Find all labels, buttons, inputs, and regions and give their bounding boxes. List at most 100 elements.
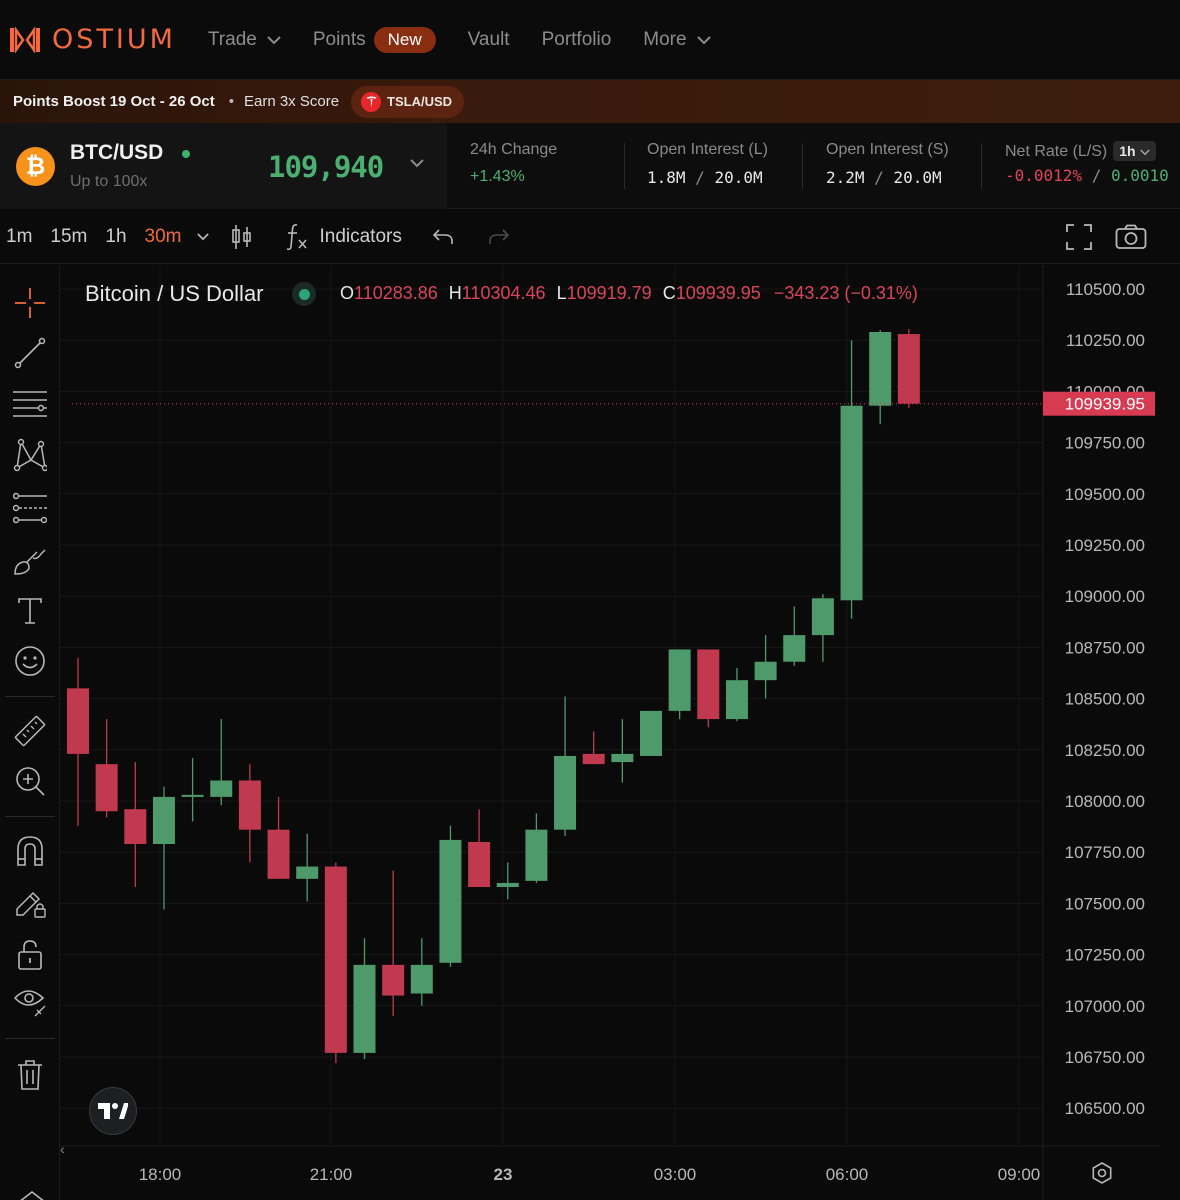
chevron-down-icon	[696, 32, 711, 48]
candle-body[interactable]	[324, 866, 347, 1053]
chevron-left-icon[interactable]: ‹	[60, 1141, 65, 1157]
fib-retracement-icon[interactable]	[12, 490, 48, 526]
candlestick-type-icon[interactable]	[231, 224, 253, 250]
nav-vault[interactable]: Vault	[468, 29, 510, 51]
trend-line-icon[interactable]	[12, 335, 48, 371]
candle-body[interactable]	[783, 635, 806, 662]
candle-body[interactable]	[152, 796, 175, 845]
timeframe-1m[interactable]: 1m	[6, 225, 33, 247]
ruler-icon[interactable]	[12, 713, 48, 749]
candle-body[interactable]	[210, 780, 233, 797]
emoji-icon[interactable]	[12, 643, 48, 679]
stat-value: +1.43%	[470, 168, 525, 185]
chevron-down-icon	[267, 32, 281, 48]
candle-body[interactable]	[525, 829, 548, 881]
divider	[981, 143, 982, 189]
candle-body[interactable]	[897, 334, 920, 404]
promo-pill-label: TSLA/USD	[387, 94, 453, 109]
brush-icon[interactable]	[12, 543, 48, 579]
crosshair-icon[interactable]	[12, 285, 48, 321]
nav-points[interactable]: Points New	[312, 26, 436, 53]
nav-more[interactable]: More	[643, 29, 711, 51]
timeframe-15m[interactable]: 15m	[50, 225, 88, 247]
oi-short-used: 2.2M	[826, 168, 865, 187]
candle-body[interactable]	[468, 841, 491, 888]
stat-net-rate: Net Rate (L/S) 1h -0.0012% / 0.0010	[1005, 141, 1180, 185]
candle-body[interactable]	[67, 688, 89, 754]
brand-logo[interactable]: OSTIUM	[10, 24, 176, 55]
candle-body[interactable]	[181, 794, 204, 797]
undo-icon[interactable]	[432, 228, 454, 245]
candle-body[interactable]	[611, 753, 634, 763]
oi-long-used: 1.8M	[647, 168, 686, 187]
tradingview-logo-icon[interactable]	[89, 1087, 137, 1135]
open-key: O	[340, 283, 355, 303]
y-tick-label: 106750.00	[1065, 1048, 1145, 1067]
change-value: −343.23 (−0.31%)	[773, 283, 918, 303]
candle-body[interactable]	[296, 866, 319, 879]
x-tick-label: 21:00	[310, 1165, 353, 1184]
fullscreen-icon[interactable]	[1066, 223, 1092, 250]
lock-drawing-icon[interactable]	[12, 884, 48, 920]
market-header: ₿ BTC/USD Up to 100x 109,940 24h Change …	[0, 123, 1180, 209]
magnet-icon[interactable]	[12, 833, 48, 869]
stat-value: 2.2M / 20.0M	[826, 168, 942, 187]
candle-body[interactable]	[439, 839, 462, 963]
timeframe-dropdown-chevron-icon[interactable]	[197, 232, 210, 241]
candle-body[interactable]	[668, 649, 691, 711]
timeframe-1h[interactable]: 1h	[105, 225, 127, 247]
candle-body[interactable]	[95, 764, 118, 812]
rate-period-select[interactable]: 1h	[1113, 141, 1156, 161]
collapse-toolbar-icon[interactable]	[14, 1180, 50, 1200]
chart-settings-gear-icon[interactable]	[1090, 1161, 1114, 1190]
candle-body[interactable]	[582, 753, 605, 765]
unlock-icon[interactable]	[12, 937, 48, 973]
horizontal-lines-icon[interactable]	[12, 386, 48, 422]
candle-body[interactable]	[697, 649, 720, 720]
promo-market-pill[interactable]: TSLA/USD	[351, 85, 465, 118]
candle-body[interactable]	[811, 598, 834, 636]
candle-body[interactable]	[410, 964, 433, 994]
text-tool-icon[interactable]	[12, 593, 48, 629]
candle-body[interactable]	[554, 755, 577, 830]
candle-body[interactable]	[725, 680, 748, 720]
candle-body[interactable]	[382, 964, 405, 996]
tesla-icon	[361, 91, 382, 112]
candle-body[interactable]	[840, 405, 863, 601]
function-fx-icon[interactable]	[285, 223, 309, 251]
candle-body[interactable]	[640, 710, 662, 756]
current-price: 109,940	[268, 150, 384, 184]
camera-snapshot-icon[interactable]	[1115, 224, 1147, 250]
candle-body[interactable]	[353, 964, 376, 1053]
y-tick-label: 106500.00	[1065, 1099, 1145, 1118]
candle-body[interactable]	[869, 332, 892, 406]
eye-visibility-icon[interactable]	[12, 985, 48, 1021]
nav-points-label: Points	[312, 28, 366, 50]
candle-body[interactable]	[496, 882, 519, 888]
y-tick-label: 108750.00	[1065, 638, 1145, 657]
candlestick-chart[interactable]: 110500.00110250.00110000.00109750.001095…	[60, 265, 1180, 1200]
zoom-in-icon[interactable]	[12, 763, 48, 799]
timeframe-30m[interactable]: 30m	[144, 225, 182, 247]
rate-short: 0.0010	[1110, 166, 1169, 185]
nav-trade[interactable]: Trade	[208, 29, 281, 51]
candle-body[interactable]	[124, 809, 147, 845]
candle-body[interactable]	[754, 661, 777, 681]
y-tick-label: 109250.00	[1065, 536, 1145, 555]
y-tick-label: 107000.00	[1065, 997, 1145, 1016]
market-status-icon	[292, 282, 316, 306]
y-tick-label: 109750.00	[1065, 434, 1145, 453]
price-chart[interactable]: 110500.00110250.00110000.00109750.001095…	[60, 265, 1180, 1200]
x-tick-label: 18:00	[139, 1165, 182, 1184]
trash-icon[interactable]	[12, 1057, 48, 1093]
pair-selector[interactable]: ₿ BTC/USD Up to 100x 109,940	[0, 123, 447, 209]
close-value: 109939.95	[675, 283, 761, 303]
chevron-down-icon[interactable]	[410, 155, 424, 173]
indicators-button[interactable]: Indicators	[319, 225, 402, 247]
promo-banner: Points Boost 19 Oct - 26 Oct • Earn 3x S…	[0, 80, 1180, 123]
candle-body[interactable]	[238, 780, 261, 830]
pattern-tool-icon[interactable]	[12, 437, 48, 473]
redo-icon[interactable]	[488, 228, 510, 245]
nav-portfolio[interactable]: Portfolio	[542, 29, 612, 51]
candle-body[interactable]	[267, 829, 290, 879]
